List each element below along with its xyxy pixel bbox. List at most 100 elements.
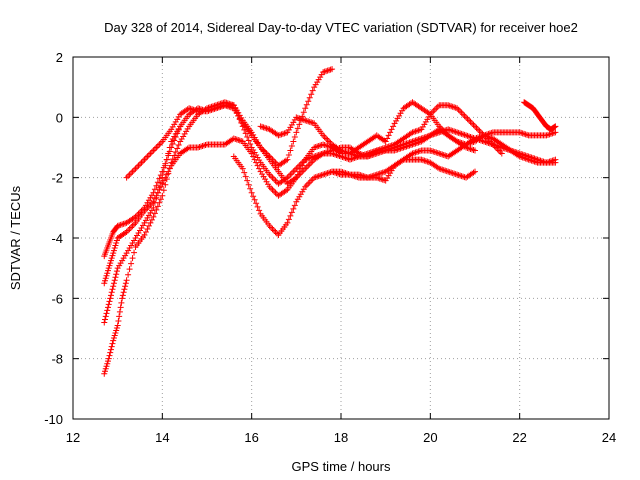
data-point xyxy=(306,155,313,162)
data-point xyxy=(168,126,175,133)
data-point xyxy=(552,129,559,136)
data-point xyxy=(148,149,155,156)
x-tick-label: 18 xyxy=(334,430,348,445)
data-point xyxy=(300,116,307,123)
data-point xyxy=(108,343,115,350)
data-point xyxy=(324,142,331,149)
data-point xyxy=(477,137,484,144)
data-point xyxy=(241,169,248,176)
data-point xyxy=(533,156,540,163)
data-point xyxy=(123,250,130,257)
data-point xyxy=(117,221,124,228)
data-point xyxy=(434,150,441,157)
data-point xyxy=(157,172,164,179)
data-point xyxy=(102,365,109,372)
data-point xyxy=(247,185,254,192)
data-point xyxy=(150,198,157,205)
data-point xyxy=(466,145,473,152)
data-point xyxy=(306,94,313,101)
data-point xyxy=(472,168,478,175)
data-point xyxy=(305,155,312,162)
data-point xyxy=(154,203,161,210)
data-point xyxy=(151,146,158,153)
data-point xyxy=(470,169,477,176)
data-point xyxy=(290,138,297,145)
data-point xyxy=(142,217,149,224)
data-point xyxy=(314,79,321,86)
data-point xyxy=(282,129,289,136)
data-point xyxy=(126,225,133,232)
data-point xyxy=(384,175,391,182)
data-point xyxy=(251,156,258,163)
data-point xyxy=(418,135,425,142)
data-point xyxy=(129,255,136,262)
data-point xyxy=(469,120,476,127)
chart-title: Day 328 of 2014, Sidereal Day-to-day VTE… xyxy=(104,20,578,35)
data-point xyxy=(326,169,333,176)
data-point xyxy=(125,271,132,278)
data-point xyxy=(303,117,310,124)
y-tick-label: -10 xyxy=(44,412,63,427)
data-point xyxy=(379,148,386,155)
data-point xyxy=(126,171,133,178)
data-point xyxy=(247,140,254,147)
data-point xyxy=(509,148,516,155)
data-point xyxy=(469,134,476,141)
data-point xyxy=(122,252,129,259)
data-point xyxy=(436,129,443,136)
data-point xyxy=(430,148,437,155)
data-point xyxy=(159,180,166,187)
data-point xyxy=(516,129,523,136)
data-point xyxy=(111,332,118,339)
data-point xyxy=(321,171,328,178)
data-point xyxy=(172,133,179,140)
data-point xyxy=(293,165,300,172)
data-point xyxy=(348,151,355,158)
data-point xyxy=(110,250,117,257)
data-point xyxy=(544,131,551,138)
data-point xyxy=(424,116,431,123)
data-point xyxy=(397,110,404,117)
data-point xyxy=(113,327,120,334)
data-point xyxy=(320,69,327,76)
data-point xyxy=(418,156,425,163)
data-point xyxy=(153,182,160,189)
data-point xyxy=(551,123,558,130)
data-point xyxy=(367,152,374,159)
data-point xyxy=(409,138,416,145)
data-point xyxy=(543,132,550,139)
data-point xyxy=(104,358,111,365)
data-point xyxy=(128,224,135,231)
data-point xyxy=(527,154,534,161)
data-point xyxy=(480,138,487,145)
data-point xyxy=(421,134,428,141)
data-point xyxy=(144,153,151,160)
data-point xyxy=(443,168,450,175)
data-point xyxy=(276,131,283,138)
data-point xyxy=(104,360,111,367)
data-point xyxy=(340,148,347,155)
data-point xyxy=(160,177,167,184)
data-point xyxy=(437,128,444,135)
data-point xyxy=(433,130,440,137)
data-point xyxy=(293,129,300,136)
data-point xyxy=(306,161,313,168)
data-point xyxy=(156,186,163,193)
data-point xyxy=(418,126,425,133)
data-point xyxy=(250,153,257,160)
data-point xyxy=(340,154,347,161)
data-point xyxy=(248,150,255,157)
data-point xyxy=(160,187,167,194)
data-point xyxy=(336,153,343,160)
data-point xyxy=(112,330,119,337)
data-point xyxy=(297,170,304,177)
data-point xyxy=(134,232,141,239)
data-point xyxy=(285,216,292,223)
data-point xyxy=(187,105,194,112)
data-point xyxy=(238,137,245,144)
data-point xyxy=(326,67,333,74)
data-point xyxy=(388,167,395,174)
data-point xyxy=(254,162,261,169)
data-point xyxy=(513,149,520,156)
data-point xyxy=(363,174,370,181)
